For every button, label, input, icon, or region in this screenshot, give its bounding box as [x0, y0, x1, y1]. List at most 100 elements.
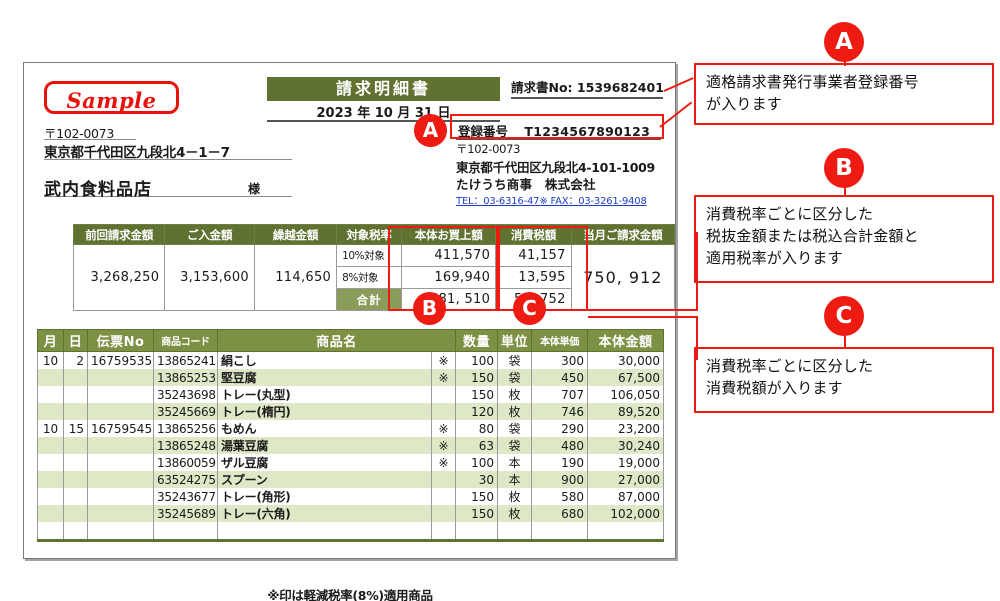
cell-day — [63, 488, 88, 505]
cell-day — [63, 454, 88, 471]
cell-slip-no — [87, 437, 154, 454]
cell-slip-no — [87, 403, 154, 420]
cell-month — [37, 471, 64, 488]
cell-slip-no — [87, 522, 154, 542]
col-day: 日 — [63, 329, 88, 352]
cell-product-code: 63524275 — [153, 471, 218, 488]
table-row[interactable]: 13865253 堅豆腐 ※ 150 袋 450 67,500 — [37, 369, 665, 386]
cell-product-code: 35243698 — [153, 386, 218, 403]
table-row[interactable]: 35243698 トレー(丸型) 150 枚 707 106,050 — [37, 386, 665, 403]
registration-number-value: T1234567890123 — [524, 124, 651, 139]
cell-quantity: 30 — [455, 471, 499, 488]
issuer-zip: 〒102-0073 — [456, 142, 521, 156]
detail-table: 月 日 伝票No 商品コード 商品名 数量 単位 本体単価 本体金額 10 2 16… — [37, 329, 665, 542]
cell-day — [63, 505, 88, 522]
cell-slip-no — [87, 471, 154, 488]
cell-day — [63, 522, 88, 542]
cell-reduced-mark — [430, 488, 457, 505]
summary-table: 前回請求金額 ご入金額 繰越金額 対象税率 本体お買上額 消費税額 当月ご請求金… — [72, 224, 676, 311]
col-slip-no: 伝票No — [87, 329, 154, 352]
cell-day — [63, 403, 88, 420]
callout-c-text: 消費税率ごとに区分した 消費税額が入ります — [694, 347, 994, 413]
cell-month: 10 — [37, 351, 64, 369]
cell-quantity: 150 — [455, 386, 499, 403]
cell-unit-price: 707 — [531, 386, 589, 403]
badge-a-marker: A — [414, 114, 447, 147]
cell-reduced-mark: ※ — [430, 437, 457, 454]
col-unit-price: 本体単価 — [531, 329, 589, 352]
connector-c2 — [696, 316, 698, 360]
tax-base-8: 169,940 — [401, 266, 497, 289]
cell-product-name: スプーン — [217, 471, 432, 488]
invoice-document: Sample 〒102-0073 東京都千代田区九段北4－1－7 武内食料品店 … — [23, 62, 676, 601]
cell-product-name: もめん — [217, 420, 432, 437]
cell-product-code: 13860059 — [153, 454, 218, 471]
cell-quantity: 150 — [455, 369, 499, 386]
cell-reduced-mark — [430, 403, 457, 420]
registration-number-label: 登録番号 — [458, 124, 509, 139]
tax-rate-10: 10%対象 — [336, 244, 403, 267]
cell-unit: 枚 — [497, 505, 533, 522]
document-title: 請求明細書 — [267, 77, 500, 101]
table-row[interactable]: 10 15 16759545 13865256 もめん ※ 80 袋 290 23,200 — [37, 420, 665, 437]
summary-row-1: 3,268,250 3,153,600 114,650 10%対象 411,57… — [72, 244, 676, 311]
cell-reduced-mark: ※ — [430, 351, 457, 369]
cell-unit: 袋 — [497, 437, 533, 454]
customer-honorific: 様 — [248, 182, 261, 196]
cell-day: 2 — [63, 351, 88, 369]
cell-reduced-mark: ※ — [430, 454, 457, 471]
table-row[interactable]: 35245669 トレー(楕円) 120 枚 746 89,520 — [37, 403, 665, 420]
customer-name: 武内食料品店 — [44, 171, 292, 200]
col-quantity: 数量 — [455, 329, 499, 352]
connector-badge-b — [844, 185, 846, 197]
connector-c — [588, 316, 698, 318]
cell-amount: 23,200 — [587, 420, 665, 437]
cell-amount: 102,000 — [587, 505, 665, 522]
summary-header-base: 本体お買上額 — [401, 224, 497, 245]
cell-product-code: 13865241 — [153, 351, 218, 369]
table-row[interactable]: 10 2 16759535 13865241 絹こし ※ 100 袋 300 30,000 — [37, 351, 665, 369]
summary-header-paid: ご入金額 — [164, 224, 255, 245]
tax-amount-8: 13,595 — [495, 266, 572, 289]
invoice-number: 請求書No: 1539682401 — [511, 77, 664, 99]
cell-product-code: 35245689 — [153, 505, 218, 522]
cell-unit: 袋 — [497, 420, 533, 437]
cell-unit: 本 — [497, 471, 533, 488]
summary-prev-value: 3,268,250 — [72, 244, 166, 311]
col-unit: 単位 — [497, 329, 533, 352]
connector-badge-a — [844, 58, 846, 66]
cell-day — [63, 437, 88, 454]
cell-reduced-mark — [430, 386, 457, 403]
cell-reduced-mark: ※ — [430, 369, 457, 386]
connector-b — [498, 309, 698, 311]
table-row[interactable]: 13865248 湯葉豆腐 ※ 63 袋 480 30,240 — [37, 437, 665, 454]
cell-amount: 19,000 — [587, 454, 665, 471]
summary-header-billed: 当月ご請求金額 — [570, 224, 676, 245]
table-row[interactable]: 35245689 トレー(六角) 150 枚 680 102,000 — [37, 505, 665, 522]
detail-table-body: 10 2 16759535 13865241 絹こし ※ 100 袋 300 30,000 1386… — [37, 351, 665, 542]
cell-product-name — [217, 522, 432, 542]
cell-unit: 本 — [497, 454, 533, 471]
cell-reduced-mark: ※ — [430, 420, 457, 437]
cell-unit-price: 450 — [531, 369, 589, 386]
cell-unit-price: 680 — [531, 505, 589, 522]
sample-stamp: Sample — [44, 81, 179, 114]
summary-paid-value: 3,153,600 — [164, 244, 255, 311]
cell-quantity: 100 — [455, 454, 499, 471]
cell-month — [37, 522, 64, 542]
tax-amount-10: 41,157 — [495, 244, 572, 267]
badge-b: B — [824, 148, 864, 188]
cell-product-name: トレー(六角) — [217, 505, 432, 522]
issuer-name: たけうち商事 株式会社 — [456, 177, 596, 192]
cell-slip-no — [87, 386, 154, 403]
cell-month — [37, 437, 64, 454]
customer-zip: 〒102-0073 — [44, 123, 136, 141]
summary-header-rate: 対象税率 — [336, 224, 403, 245]
table-row[interactable]: 63524275 スプーン 30 本 900 27,000 — [37, 471, 665, 488]
cell-quantity: 150 — [455, 488, 499, 505]
table-row[interactable]: 13860059 ザル豆腐 ※ 100 本 190 19,000 — [37, 454, 665, 471]
table-row[interactable] — [37, 522, 665, 542]
badge-c: C — [824, 296, 864, 336]
table-row[interactable]: 35243677 トレー(角形) 150 枚 580 87,000 — [37, 488, 665, 505]
